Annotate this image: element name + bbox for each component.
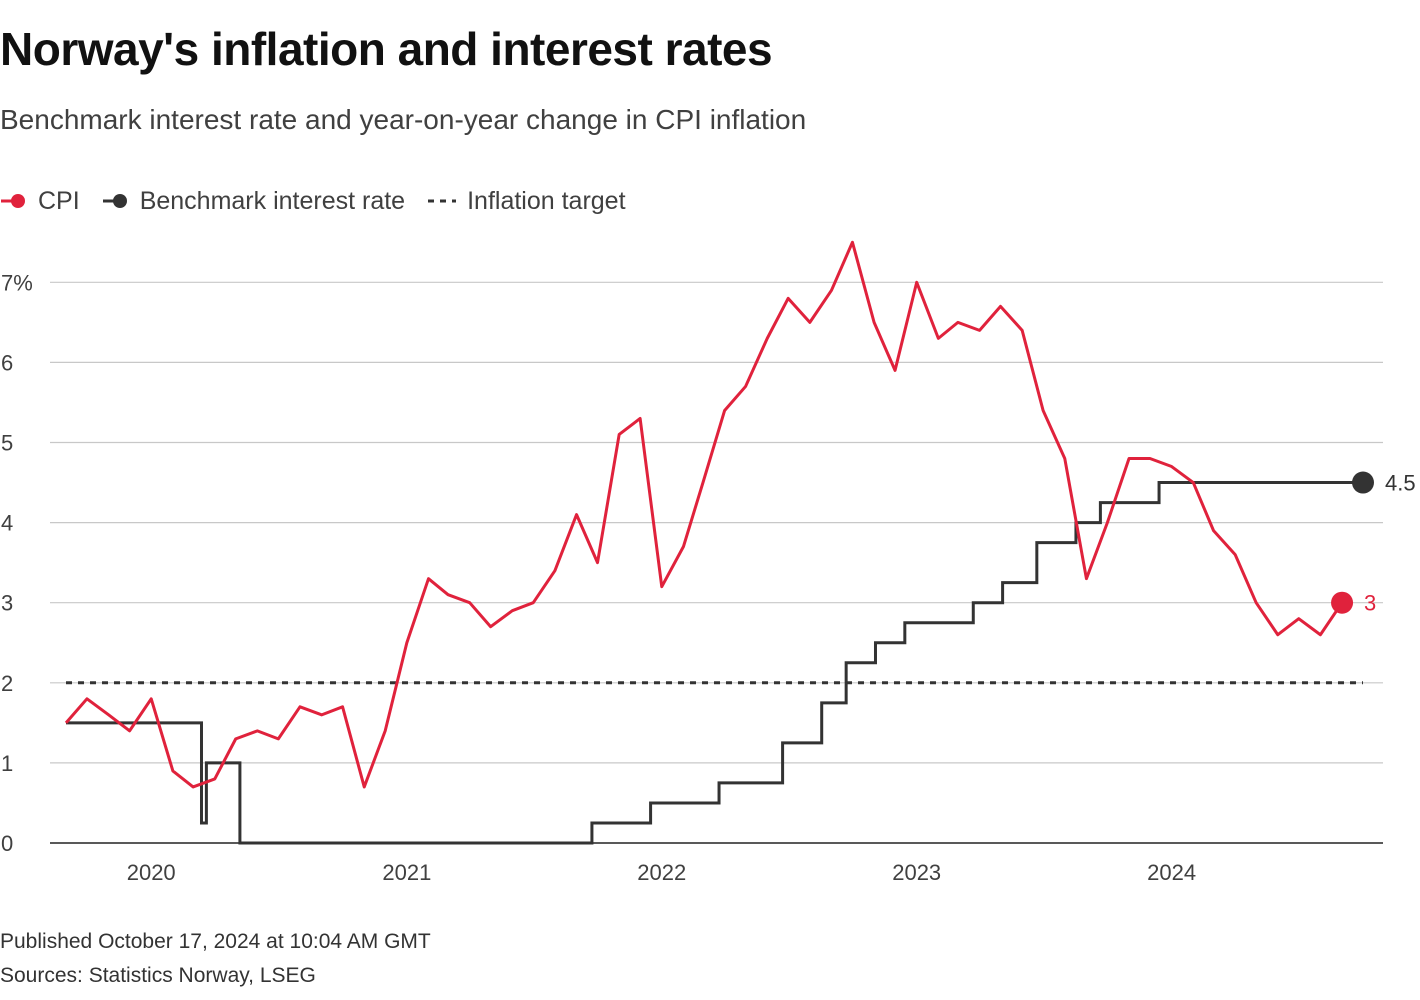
legend-cpi-swatch-icon	[1, 194, 25, 208]
legend-inflation-target-swatch-icon	[428, 199, 457, 203]
x-tick-label: 2023	[892, 860, 941, 885]
chart-subtitle: Benchmark interest rate and year-on-year…	[0, 104, 807, 135]
cpi-end-label: 3	[1364, 591, 1376, 616]
x-tick-label: 2022	[637, 860, 686, 885]
interest-rate-end-dot	[1352, 471, 1374, 494]
y-tick-label: 7%	[1, 270, 33, 295]
sources-note: Sources: Statistics Norway, LSEG	[0, 964, 316, 987]
legend-label-interest-rate: Benchmark interest rate	[139, 186, 406, 215]
y-tick-label: 1	[1, 751, 13, 776]
legend-item-interest-rate: Benchmark interest rate	[102, 187, 405, 216]
legend-label-cpi: CPI	[38, 186, 80, 215]
interest-rate-end-label: 4.5	[1385, 471, 1416, 496]
interest-rate-series-line	[66, 481, 1363, 845]
legend-item-inflation-target: Inflation target	[427, 186, 626, 216]
legend-interest-rate-swatch-icon	[102, 194, 127, 208]
y-tick-label: 2	[1, 671, 13, 696]
chart-title: Norway's inflation and interest rates	[0, 23, 773, 75]
published-note: Published October 17, 2024 at 10:04 AM G…	[0, 930, 431, 953]
cpi-series-line	[64, 240, 1344, 789]
x-tick-label: 2021	[382, 860, 431, 885]
x-tick-label: 2024	[1147, 860, 1196, 885]
y-tick-label: 5	[1, 431, 13, 456]
x-tick-label: 2020	[127, 860, 176, 885]
legend-label-inflation-target: Inflation target	[467, 186, 626, 215]
legend: CPI Benchmark interest rate Inflation ta…	[0, 184, 648, 218]
y-tick-label: 6	[1, 350, 13, 375]
cpi-end-dot	[1331, 591, 1354, 614]
legend-item-cpi: CPI	[0, 187, 80, 216]
y-tick-label: 0	[1, 831, 13, 856]
y-tick-label: 3	[1, 591, 13, 616]
y-tick-label: 4	[1, 511, 13, 536]
